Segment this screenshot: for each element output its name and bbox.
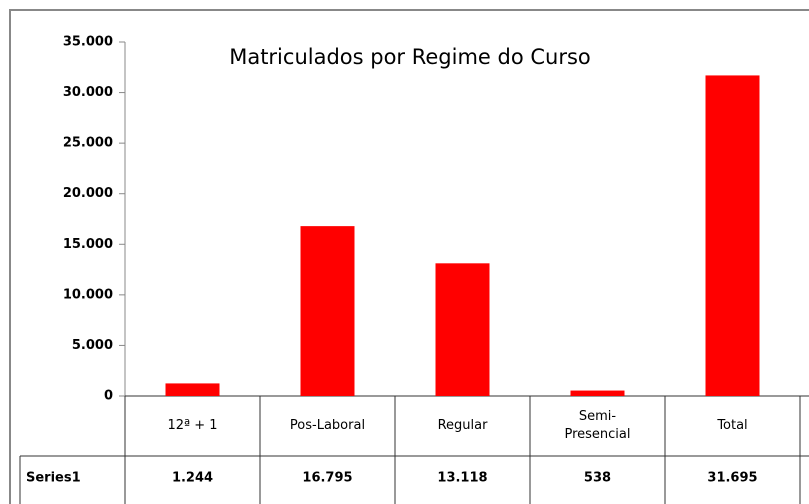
x-tick-label: Pos-Laboral: [260, 396, 395, 456]
bar: [300, 226, 355, 396]
table-value: 31.695: [707, 471, 757, 486]
y-tick-label: 10.000: [63, 287, 113, 302]
bar: [705, 75, 760, 397]
chart-title: Matriculados por Regime do Curso: [229, 45, 591, 69]
bar: [570, 390, 625, 396]
bar: [435, 263, 490, 396]
x-tick-label: Semi-Presencial: [530, 396, 665, 456]
legend-label: Series1: [26, 471, 81, 486]
bar: [165, 383, 220, 396]
y-tick-label: 0: [104, 389, 113, 404]
y-tick-label: 30.000: [63, 85, 113, 100]
x-tick-label: Regular: [395, 396, 530, 456]
category-text: Total: [717, 418, 748, 433]
y-tick-label: 5.000: [72, 338, 113, 353]
x-tick-label: Total: [665, 396, 800, 456]
chart-border: [9, 9, 809, 504]
y-tick-label: 15.000: [63, 237, 113, 252]
table-value: 1.244: [172, 471, 213, 486]
table-value: 13.118: [437, 471, 487, 486]
category-text: Regular: [437, 418, 488, 433]
table-value: 16.795: [302, 471, 352, 486]
category-text: 12ª + 1: [167, 418, 218, 433]
y-tick-label: 25.000: [63, 136, 113, 151]
category-text: Semi-Presencial: [564, 409, 631, 442]
x-tick-label: 12ª + 1: [125, 396, 260, 456]
y-tick-label: 20.000: [63, 186, 113, 201]
table-value: 538: [584, 471, 611, 486]
category-text: Pos-Laboral: [289, 418, 366, 433]
y-tick-label: 35.000: [63, 35, 113, 50]
